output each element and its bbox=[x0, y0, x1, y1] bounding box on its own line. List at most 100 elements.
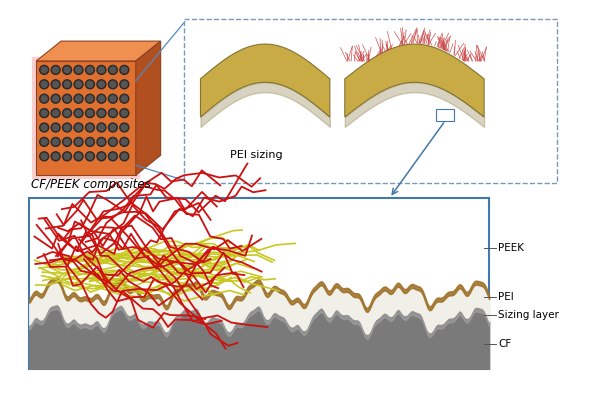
Circle shape bbox=[87, 81, 93, 87]
Polygon shape bbox=[200, 44, 330, 117]
Circle shape bbox=[74, 138, 83, 146]
Circle shape bbox=[98, 96, 104, 102]
Circle shape bbox=[51, 94, 60, 103]
Circle shape bbox=[76, 139, 82, 145]
Circle shape bbox=[98, 153, 104, 159]
Circle shape bbox=[109, 94, 118, 103]
Circle shape bbox=[109, 138, 118, 146]
Text: CF: CF bbox=[498, 339, 511, 349]
Circle shape bbox=[53, 124, 59, 130]
Circle shape bbox=[98, 124, 104, 130]
Circle shape bbox=[85, 94, 94, 103]
Circle shape bbox=[51, 80, 60, 89]
Circle shape bbox=[85, 123, 94, 132]
Circle shape bbox=[109, 152, 118, 161]
Circle shape bbox=[64, 67, 70, 73]
Circle shape bbox=[87, 110, 93, 116]
Circle shape bbox=[120, 80, 129, 89]
Circle shape bbox=[40, 138, 49, 146]
Circle shape bbox=[110, 67, 116, 73]
Circle shape bbox=[62, 66, 71, 74]
Circle shape bbox=[110, 81, 116, 87]
FancyBboxPatch shape bbox=[29, 198, 489, 369]
Circle shape bbox=[74, 94, 83, 103]
Text: PEEK: PEEK bbox=[498, 243, 524, 253]
Circle shape bbox=[98, 139, 104, 145]
Circle shape bbox=[87, 67, 93, 73]
Circle shape bbox=[41, 96, 47, 102]
Circle shape bbox=[121, 124, 127, 130]
Circle shape bbox=[64, 110, 70, 116]
Circle shape bbox=[41, 124, 47, 130]
Circle shape bbox=[85, 66, 94, 74]
Circle shape bbox=[87, 124, 93, 130]
Circle shape bbox=[40, 94, 49, 103]
Circle shape bbox=[41, 110, 47, 116]
Circle shape bbox=[62, 138, 71, 146]
Circle shape bbox=[121, 110, 127, 116]
Circle shape bbox=[87, 139, 93, 145]
Circle shape bbox=[109, 109, 118, 118]
Circle shape bbox=[121, 139, 127, 145]
Text: PEI sizing: PEI sizing bbox=[230, 150, 283, 160]
Circle shape bbox=[74, 152, 83, 161]
Circle shape bbox=[51, 123, 60, 132]
Circle shape bbox=[53, 153, 59, 159]
Circle shape bbox=[53, 139, 59, 145]
Circle shape bbox=[97, 66, 106, 74]
Circle shape bbox=[121, 67, 127, 73]
Circle shape bbox=[51, 152, 60, 161]
Polygon shape bbox=[36, 61, 136, 175]
Circle shape bbox=[121, 81, 127, 87]
Circle shape bbox=[98, 110, 104, 116]
Circle shape bbox=[64, 96, 70, 102]
Circle shape bbox=[74, 123, 83, 132]
Circle shape bbox=[120, 66, 129, 74]
Circle shape bbox=[98, 81, 104, 87]
Circle shape bbox=[97, 138, 106, 146]
Circle shape bbox=[97, 109, 106, 118]
Circle shape bbox=[110, 139, 116, 145]
Circle shape bbox=[110, 124, 116, 130]
Circle shape bbox=[41, 81, 47, 87]
Circle shape bbox=[40, 152, 49, 161]
Circle shape bbox=[62, 123, 71, 132]
Circle shape bbox=[76, 96, 82, 102]
Circle shape bbox=[64, 124, 70, 130]
Circle shape bbox=[76, 81, 82, 87]
Circle shape bbox=[109, 80, 118, 89]
Circle shape bbox=[87, 96, 93, 102]
Text: PEI: PEI bbox=[498, 292, 514, 302]
Circle shape bbox=[74, 66, 83, 74]
Circle shape bbox=[64, 153, 70, 159]
Circle shape bbox=[120, 109, 129, 118]
Circle shape bbox=[74, 80, 83, 89]
Circle shape bbox=[97, 94, 106, 103]
Circle shape bbox=[120, 94, 129, 103]
Circle shape bbox=[76, 67, 82, 73]
Circle shape bbox=[64, 81, 70, 87]
Circle shape bbox=[62, 80, 71, 89]
Circle shape bbox=[53, 67, 59, 73]
Circle shape bbox=[97, 80, 106, 89]
Circle shape bbox=[97, 152, 106, 161]
Circle shape bbox=[41, 67, 47, 73]
Circle shape bbox=[85, 138, 94, 146]
Circle shape bbox=[51, 109, 60, 118]
Circle shape bbox=[120, 152, 129, 161]
Circle shape bbox=[110, 96, 116, 102]
Circle shape bbox=[76, 110, 82, 116]
Polygon shape bbox=[345, 44, 484, 117]
Circle shape bbox=[53, 96, 59, 102]
Circle shape bbox=[64, 139, 70, 145]
Circle shape bbox=[41, 153, 47, 159]
Circle shape bbox=[85, 80, 94, 89]
Circle shape bbox=[62, 109, 71, 118]
Circle shape bbox=[109, 66, 118, 74]
Circle shape bbox=[121, 153, 127, 159]
Circle shape bbox=[85, 109, 94, 118]
Circle shape bbox=[53, 110, 59, 116]
Circle shape bbox=[40, 109, 49, 118]
Circle shape bbox=[40, 80, 49, 89]
Circle shape bbox=[76, 124, 82, 130]
